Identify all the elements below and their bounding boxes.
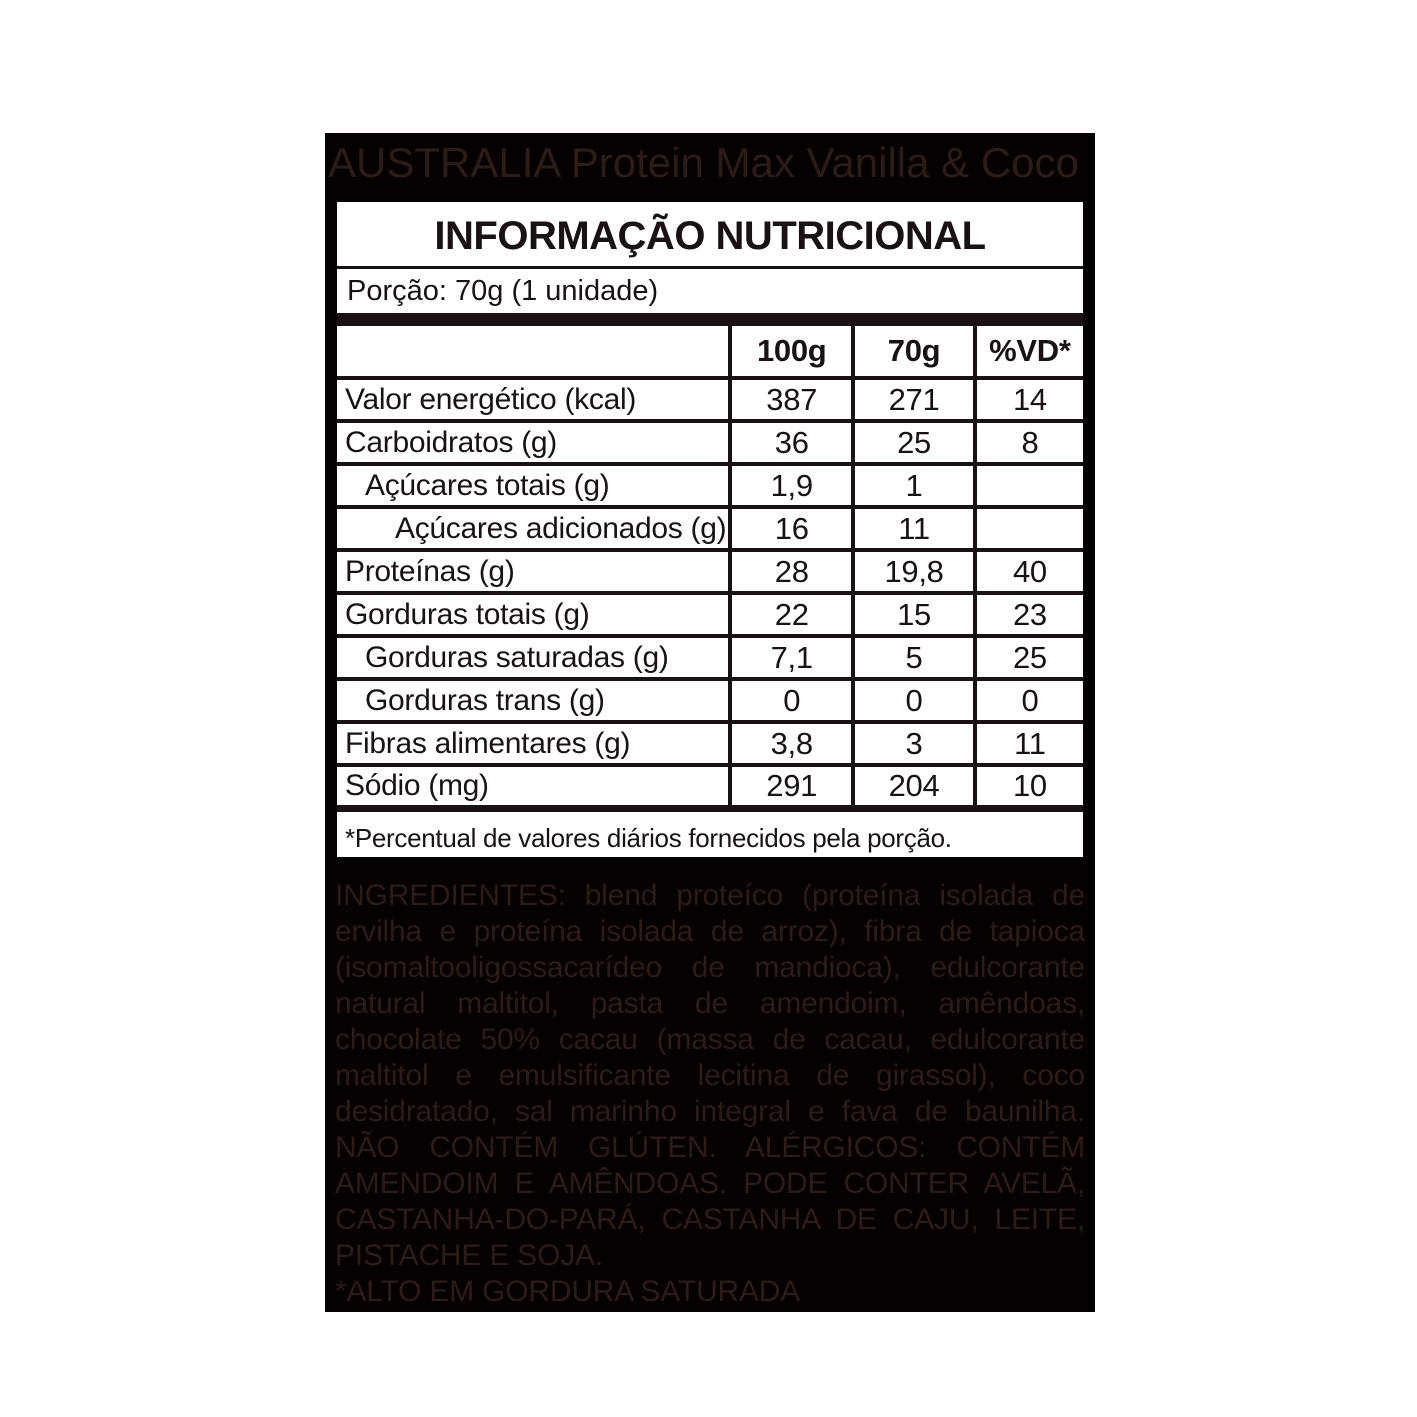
nutrition-title: INFORMAÇÃO NUTRICIONAL — [434, 214, 986, 258]
table-row: Valor energético (kcal) 387 271 14 — [337, 378, 1083, 423]
value-100g: 3,8 — [728, 722, 854, 767]
value-100g: 28 — [728, 550, 854, 595]
daily-value-footnote: *Percentual de valores diários fornecido… — [345, 823, 952, 853]
value-70g: 25 — [851, 421, 975, 466]
nutrient-name: Açúcares adicionados (g) — [337, 507, 731, 552]
value-vd — [972, 507, 1083, 552]
value-70g: 1 — [851, 464, 975, 509]
table-row: Açúcares adicionados (g) 16 11 — [337, 507, 1083, 552]
value-70g: 3 — [851, 722, 975, 767]
nutrient-name: Fibras alimentares (g) — [337, 722, 731, 767]
table-header-row: 100g 70g %VD* — [337, 326, 1083, 380]
value-100g: 7,1 — [728, 636, 854, 681]
nutrition-table: 100g 70g %VD* Valor energético (kcal) 38… — [337, 326, 1083, 812]
value-vd: 25 — [972, 636, 1083, 681]
label-panel: AUSTRALIA Protein Max Vanilla & Coco INF… — [325, 133, 1095, 1312]
nutrient-name: Proteínas (g) — [337, 550, 731, 595]
value-100g: 1,9 — [728, 464, 854, 509]
value-70g: 271 — [851, 378, 975, 423]
value-100g: 387 — [728, 378, 854, 423]
value-100g: 22 — [728, 593, 854, 638]
nutrition-facts-panel: INFORMAÇÃO NUTRICIONAL Porção: 70g (1 un… — [337, 202, 1083, 857]
value-100g: 291 — [728, 765, 854, 812]
product-title: AUSTRALIA Protein Max Vanilla & Coco — [328, 139, 1079, 186]
table-row: Gorduras totais (g) 22 15 23 — [337, 593, 1083, 638]
col-header-vd: %VD* — [972, 326, 1083, 380]
value-100g: 16 — [728, 507, 854, 552]
value-70g: 0 — [851, 679, 975, 724]
table-row: Sódio (mg) 291 204 10 — [337, 765, 1083, 812]
value-70g: 204 — [851, 765, 975, 812]
nutrient-name: Gorduras totais (g) — [337, 593, 731, 638]
col-header-100g: 100g — [728, 326, 854, 380]
value-vd: 0 — [972, 679, 1083, 724]
table-row: Gorduras trans (g) 0 0 0 — [337, 679, 1083, 724]
ingredients-block: INGREDIENTES: blend proteíco (proteína i… — [335, 878, 1085, 1310]
col-header-nutrient — [337, 326, 731, 380]
value-70g: 15 — [851, 593, 975, 638]
value-100g: 36 — [728, 421, 854, 466]
table-row: Gorduras saturadas (g) 7,1 5 25 — [337, 636, 1083, 681]
table-row: Proteínas (g) 28 19,8 40 — [337, 550, 1083, 595]
table-row: Açúcares totais (g) 1,9 1 — [337, 464, 1083, 509]
nutrient-name: Sódio (mg) — [337, 765, 731, 812]
value-vd: 14 — [972, 378, 1083, 423]
col-header-70g: 70g — [851, 326, 975, 380]
serving-size: Porção: 70g (1 unidade) — [347, 274, 659, 307]
nutrient-name: Gorduras saturadas (g) — [337, 636, 731, 681]
nutrient-name: Valor energético (kcal) — [337, 378, 731, 423]
ingredients-text: INGREDIENTES: blend proteíco (proteína i… — [335, 879, 1085, 1272]
table-row: Fibras alimentares (g) 3,8 3 11 — [337, 722, 1083, 767]
header-divider-bar — [337, 313, 1083, 326]
saturated-fat-warning: *ALTO EM GORDURA SATURADA — [335, 1275, 801, 1308]
value-vd: 11 — [972, 722, 1083, 767]
value-70g: 19,8 — [851, 550, 975, 595]
value-vd: 40 — [972, 550, 1083, 595]
value-100g: 0 — [728, 679, 854, 724]
title-divider — [337, 266, 1083, 269]
nutrient-name: Açúcares totais (g) — [337, 464, 731, 509]
value-70g: 5 — [851, 636, 975, 681]
value-vd: 8 — [972, 421, 1083, 466]
nutrient-name: Carboidratos (g) — [337, 421, 731, 466]
value-vd: 10 — [972, 765, 1083, 812]
table-row: Carboidratos (g) 36 25 8 — [337, 421, 1083, 466]
value-vd: 23 — [972, 593, 1083, 638]
value-vd — [972, 464, 1083, 509]
nutrient-name: Gorduras trans (g) — [337, 679, 731, 724]
value-70g: 11 — [851, 507, 975, 552]
